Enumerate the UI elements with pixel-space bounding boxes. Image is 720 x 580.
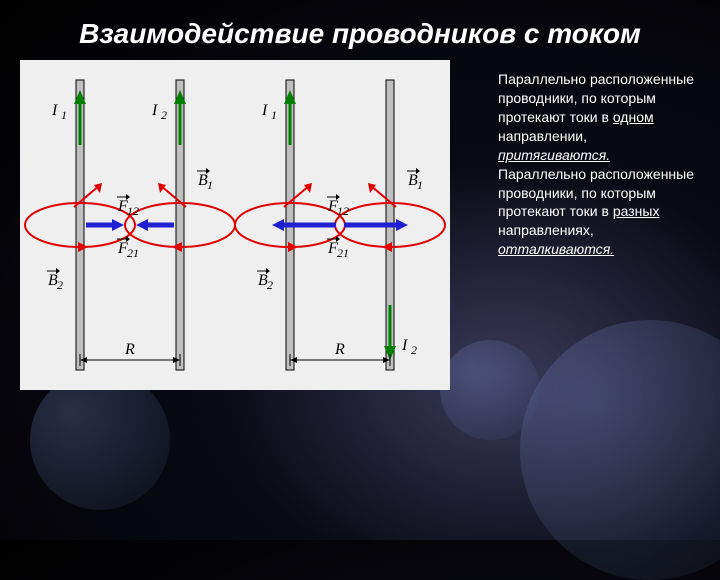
desc-p1c: направлении, (498, 128, 587, 144)
description-text: Параллельно расположенные проводники, по… (470, 60, 700, 259)
desc-p2b: разных (613, 203, 660, 219)
page-title: Взаимодействие проводников с током (0, 0, 720, 60)
svg-text:2: 2 (411, 343, 417, 357)
desc-p2c: направлениях, (498, 222, 594, 238)
svg-text:2: 2 (267, 278, 273, 292)
svg-text:I: I (151, 102, 158, 119)
svg-text:R: R (334, 341, 345, 358)
desc-p2a: Параллельно расположенные проводники, по… (498, 166, 694, 220)
svg-text:2: 2 (161, 108, 167, 122)
diagram-panel: I1I2B1B2F12F21RI1I2B1B2F12F21R (20, 60, 450, 390)
svg-text:1: 1 (271, 108, 277, 122)
desc-p1d: притягиваются. (498, 147, 610, 163)
svg-text:21: 21 (337, 246, 349, 260)
diagram-svg: I1I2B1B2F12F21RI1I2B1B2F12F21R (20, 60, 450, 390)
svg-text:I: I (261, 102, 268, 119)
svg-text:2: 2 (57, 278, 63, 292)
svg-text:12: 12 (337, 204, 349, 218)
title-text: Взаимодействие проводников с током (79, 18, 641, 49)
svg-text:1: 1 (207, 178, 213, 192)
desc-p2d: отталкиваются. (498, 241, 614, 257)
svg-text:1: 1 (61, 108, 67, 122)
desc-p1b: одном (613, 109, 654, 125)
svg-text:12: 12 (127, 204, 139, 218)
svg-text:I: I (401, 337, 408, 354)
svg-text:1: 1 (417, 178, 423, 192)
svg-text:R: R (124, 341, 135, 358)
svg-text:21: 21 (127, 246, 139, 260)
svg-text:I: I (51, 102, 58, 119)
desc-p1a: Параллельно расположенные проводники, по… (498, 71, 694, 125)
